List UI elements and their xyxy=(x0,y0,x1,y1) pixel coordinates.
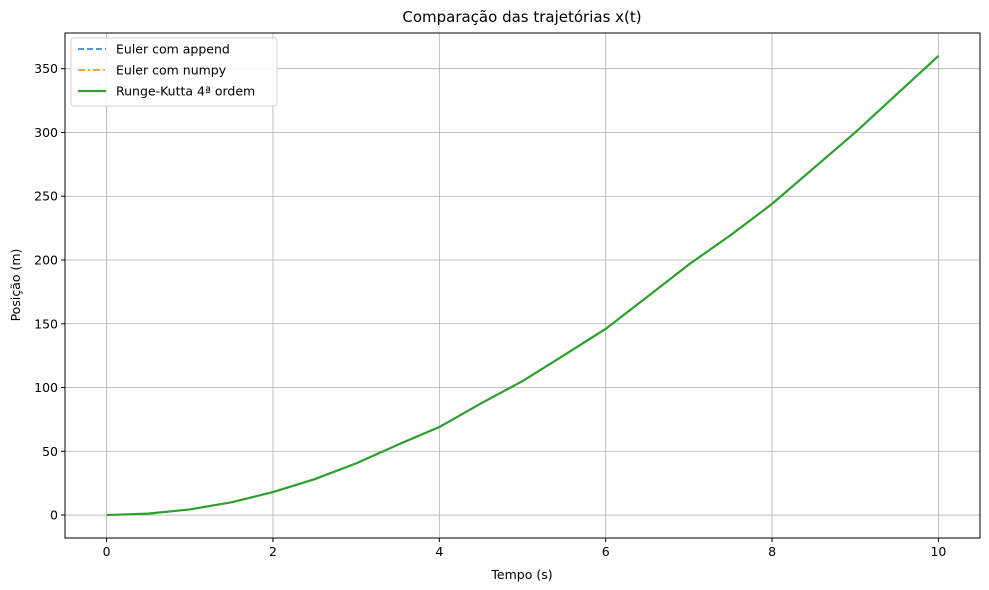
x-tick-label: 10 xyxy=(930,544,946,559)
y-tick-label: 200 xyxy=(34,252,58,267)
y-tick-label: 50 xyxy=(42,444,58,459)
y-tick-label: 0 xyxy=(50,508,58,523)
series-line-3 xyxy=(106,55,940,517)
x-tick-label: 0 xyxy=(103,544,111,559)
x-tick-label: 8 xyxy=(768,544,776,559)
legend-label-3: Runge-Kutta 4ª ordem xyxy=(116,84,255,99)
grid xyxy=(65,33,980,538)
y-tick-label: 150 xyxy=(34,316,58,331)
legend: Euler com append Euler com numpy Runge-Kut… xyxy=(70,37,278,107)
x-tick-label: 2 xyxy=(269,544,277,559)
x-axis-label: Tempo (s) xyxy=(490,567,552,582)
legend-label-2: Euler com numpy xyxy=(116,63,227,78)
y-tick-label: 350 xyxy=(34,61,58,76)
x-tick-label: 6 xyxy=(602,544,610,559)
y-tick-label: 300 xyxy=(34,125,58,140)
legend-label-1: Euler com append xyxy=(116,42,230,57)
y-tick-label: 100 xyxy=(34,380,58,395)
y-axis-label: Posição (m) xyxy=(8,249,23,322)
chart-title: Comparação das trajetórias x(t) xyxy=(402,8,641,26)
series-lines xyxy=(106,55,940,517)
legend-box xyxy=(70,37,278,107)
x-tick-label: 4 xyxy=(435,544,443,559)
y-tick-label: 250 xyxy=(34,189,58,204)
plot-frame xyxy=(64,32,981,539)
